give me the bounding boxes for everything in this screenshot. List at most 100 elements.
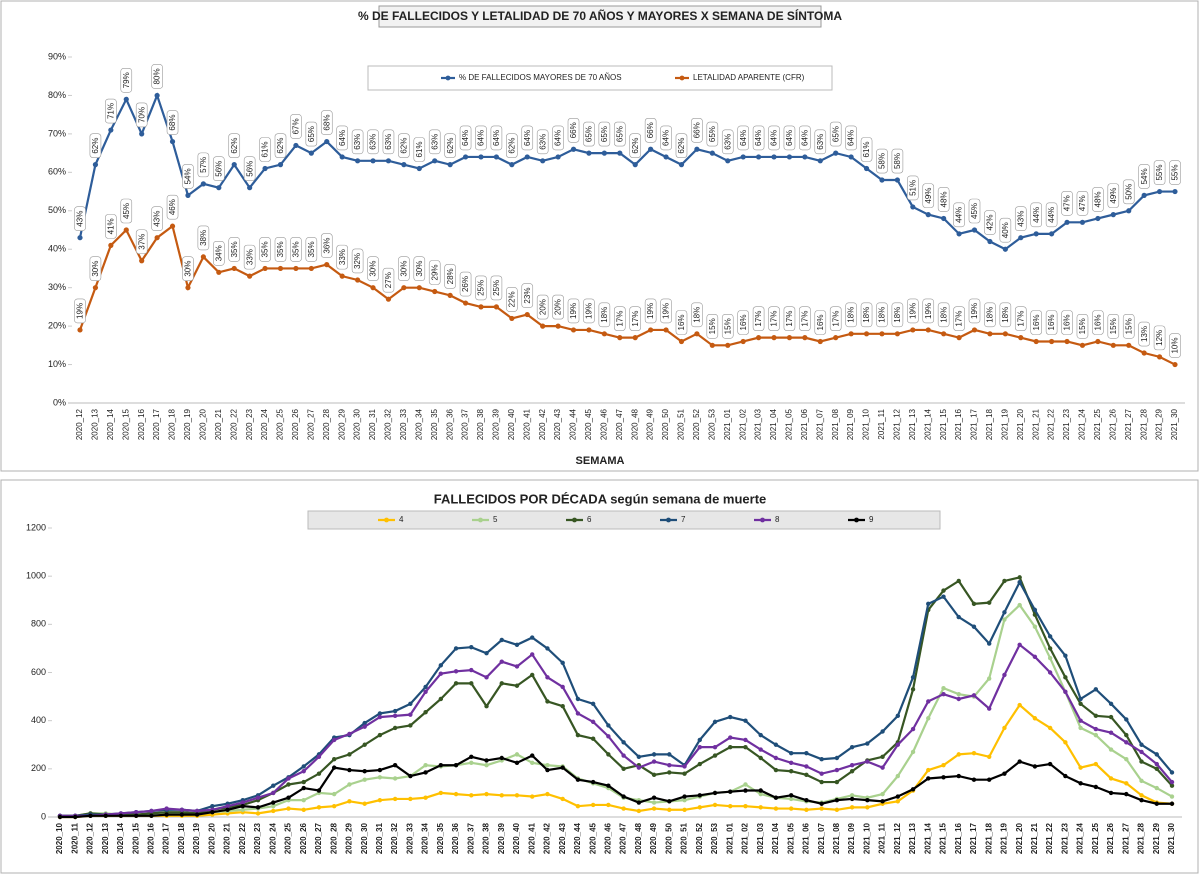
point [514, 664, 520, 669]
point [895, 742, 901, 747]
x-tick-label: 2020_19 [183, 408, 192, 440]
point [514, 793, 520, 798]
data-label-text: 35% [261, 241, 270, 257]
point [301, 779, 306, 785]
x-tick-label: 2020_24 [260, 408, 269, 440]
label-box [351, 129, 364, 155]
data-label: 44% [1045, 202, 1058, 228]
data-label: 40% [999, 217, 1012, 243]
x-tick-label: 2020_41 [522, 408, 531, 440]
point [926, 716, 931, 721]
data-label-text: 36% [322, 238, 331, 254]
data-label-text: 64% [662, 130, 671, 146]
point [185, 192, 191, 198]
point [179, 812, 185, 817]
data-label: 63% [382, 129, 395, 155]
label-box [953, 306, 965, 331]
x-tick-label: 2021_26 [1106, 822, 1115, 854]
label-box [259, 237, 271, 262]
data-label-text: 15% [1078, 318, 1087, 334]
point [804, 764, 809, 769]
data-label-text: 80% [153, 68, 162, 84]
point [1047, 646, 1053, 651]
point [910, 204, 916, 210]
label-box [243, 244, 256, 270]
point [88, 813, 93, 818]
data-label: 15% [706, 314, 719, 339]
point [392, 796, 398, 802]
label-box [382, 267, 395, 293]
label-box [799, 306, 811, 331]
data-label-text: 63% [369, 134, 378, 150]
point [804, 750, 809, 756]
point [880, 765, 885, 770]
data-label: 12% [1153, 325, 1166, 351]
data-label: 19% [660, 298, 672, 324]
point [848, 154, 854, 160]
legend-label: 5 [493, 515, 498, 524]
x-tick-label: 2020_17 [162, 822, 171, 854]
label-box [907, 175, 919, 201]
point [149, 813, 154, 818]
point [1110, 342, 1116, 348]
point [971, 601, 977, 607]
x-tick-label: 2021_15 [939, 408, 948, 440]
label-box [105, 98, 117, 124]
point [590, 802, 596, 808]
label-box [1014, 206, 1027, 231]
label-box [706, 121, 719, 147]
data-label-text: 10% [1171, 338, 1180, 354]
x-tick-label: 2021_10 [862, 408, 871, 440]
point [392, 725, 398, 731]
legend-label: LETALIDAD APARENTE (CFR) [693, 73, 805, 82]
x-tick-label: 2020_36 [445, 408, 454, 440]
point [894, 331, 900, 337]
x-tick-label: 2021_30 [1167, 822, 1176, 854]
data-label-text: 18% [939, 307, 948, 323]
point [1154, 752, 1159, 757]
x-tick-label: 2020_33 [399, 408, 408, 440]
point [632, 335, 638, 341]
point [1156, 354, 1163, 360]
data-label: 15% [721, 314, 734, 339]
point [987, 641, 992, 646]
point [1169, 779, 1175, 785]
point [697, 793, 702, 798]
point [1154, 801, 1159, 806]
point [773, 795, 779, 800]
point [169, 223, 176, 229]
point [355, 158, 361, 164]
data-label-text: 51% [908, 180, 917, 196]
data-label-text: 30% [415, 261, 424, 277]
data-label-text: 65% [600, 126, 609, 142]
data-label: 62% [274, 133, 287, 158]
point [895, 794, 901, 799]
label-box [644, 298, 657, 324]
point [987, 238, 993, 245]
point [545, 699, 550, 704]
data-label-text: 30% [91, 261, 100, 277]
label-box [197, 152, 210, 178]
point [1047, 655, 1053, 661]
point [362, 801, 367, 806]
point [447, 292, 453, 298]
point [910, 787, 916, 792]
label-box [274, 237, 287, 262]
data-label: 48% [937, 187, 950, 212]
label-box [1122, 179, 1135, 205]
point [277, 162, 284, 168]
point [971, 777, 977, 782]
point [1169, 794, 1175, 799]
point [1078, 696, 1083, 702]
point [725, 342, 731, 348]
label-box [459, 271, 472, 297]
point [910, 675, 916, 680]
point [648, 327, 654, 333]
point [925, 212, 931, 218]
point [469, 681, 474, 686]
data-label: 23% [521, 283, 534, 308]
data-label: 61% [860, 137, 873, 162]
point [697, 744, 702, 750]
x-tick-label: 2020_11 [70, 822, 79, 853]
point [179, 807, 185, 812]
